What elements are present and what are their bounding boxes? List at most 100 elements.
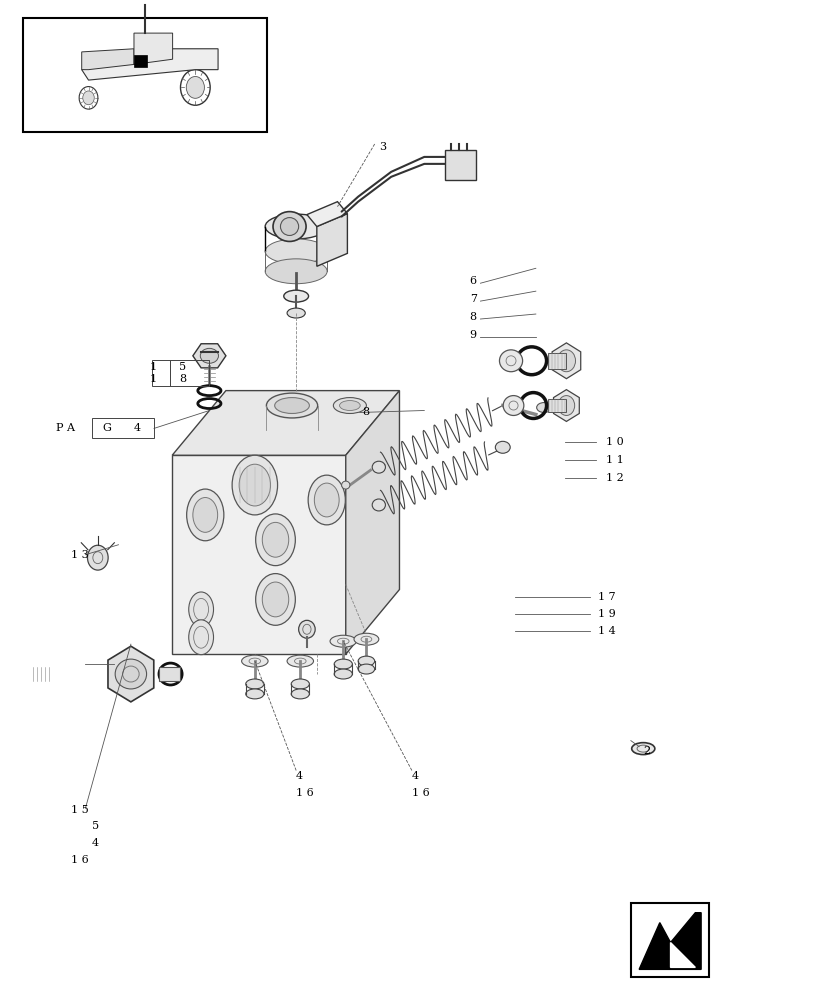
Text: 2: 2 (643, 746, 651, 756)
Text: G: G (102, 423, 111, 433)
Polygon shape (346, 391, 399, 654)
Ellipse shape (273, 212, 306, 241)
Bar (170, 360, 210, 386)
Ellipse shape (314, 483, 339, 517)
Ellipse shape (372, 499, 385, 511)
Ellipse shape (193, 498, 218, 532)
Ellipse shape (334, 669, 353, 679)
Text: P A: P A (57, 423, 76, 433)
Text: 1 5: 1 5 (71, 805, 88, 815)
Text: 1 1: 1 1 (606, 455, 624, 465)
Ellipse shape (354, 633, 379, 645)
Ellipse shape (291, 689, 310, 699)
Text: 4: 4 (296, 771, 304, 781)
Text: 9: 9 (470, 330, 477, 340)
Ellipse shape (232, 455, 278, 515)
Ellipse shape (557, 350, 576, 372)
Ellipse shape (266, 393, 318, 418)
Text: 4: 4 (412, 771, 419, 781)
Polygon shape (671, 943, 696, 967)
Text: 1 6: 1 6 (71, 855, 88, 865)
Polygon shape (317, 214, 348, 266)
Text: 1 6: 1 6 (296, 788, 314, 798)
Polygon shape (172, 455, 346, 654)
Ellipse shape (262, 582, 289, 617)
Ellipse shape (503, 396, 524, 415)
Ellipse shape (265, 259, 327, 284)
Ellipse shape (87, 545, 108, 570)
Bar (159, 667, 180, 681)
Bar (548, 399, 567, 412)
Ellipse shape (287, 308, 305, 318)
Ellipse shape (186, 489, 224, 541)
Ellipse shape (537, 403, 552, 412)
Ellipse shape (245, 689, 264, 699)
Bar (134, 55, 147, 67)
Polygon shape (552, 343, 581, 379)
Ellipse shape (330, 635, 356, 647)
Text: 4: 4 (134, 423, 141, 433)
Text: 1 0: 1 0 (606, 437, 624, 447)
Bar (151, 360, 170, 386)
Text: 8: 8 (470, 312, 477, 322)
Text: 1 9: 1 9 (598, 609, 616, 619)
Ellipse shape (299, 620, 315, 638)
Ellipse shape (291, 679, 310, 689)
Ellipse shape (280, 218, 299, 235)
Text: 8: 8 (180, 374, 186, 384)
Ellipse shape (284, 290, 309, 302)
Bar (631, 903, 710, 977)
Ellipse shape (201, 348, 219, 363)
Text: 8: 8 (362, 407, 369, 417)
Bar (23, 18, 267, 132)
Bar (92, 418, 154, 438)
Polygon shape (639, 913, 701, 969)
Ellipse shape (495, 441, 510, 453)
Ellipse shape (275, 398, 310, 413)
Polygon shape (553, 390, 579, 421)
Ellipse shape (265, 214, 327, 239)
Circle shape (186, 76, 205, 98)
Text: 3: 3 (379, 142, 386, 152)
Ellipse shape (189, 592, 214, 627)
Text: 5: 5 (92, 821, 99, 831)
Ellipse shape (334, 398, 366, 413)
Text: 1 4: 1 4 (598, 626, 616, 636)
Polygon shape (172, 391, 399, 455)
Text: 6: 6 (470, 276, 477, 286)
Ellipse shape (308, 475, 345, 525)
Text: 1 3: 1 3 (71, 550, 88, 560)
Ellipse shape (372, 461, 385, 473)
Ellipse shape (265, 239, 327, 264)
Ellipse shape (499, 350, 522, 372)
Ellipse shape (255, 514, 295, 566)
Ellipse shape (115, 659, 146, 689)
Ellipse shape (239, 464, 270, 506)
Ellipse shape (245, 679, 264, 689)
Text: 1: 1 (150, 374, 156, 384)
Ellipse shape (241, 655, 268, 667)
Text: 1 2: 1 2 (606, 473, 624, 483)
Text: 1: 1 (150, 362, 156, 372)
Text: 7: 7 (470, 294, 477, 304)
Circle shape (181, 70, 210, 105)
Ellipse shape (358, 656, 374, 666)
Ellipse shape (255, 574, 295, 625)
Polygon shape (82, 49, 218, 80)
Text: 1 6: 1 6 (412, 788, 429, 798)
Text: 5: 5 (180, 362, 186, 372)
Circle shape (79, 87, 98, 109)
Polygon shape (108, 646, 154, 702)
Ellipse shape (558, 396, 575, 415)
Text: 1 7: 1 7 (598, 592, 616, 602)
Ellipse shape (262, 522, 289, 557)
Polygon shape (307, 202, 348, 227)
Polygon shape (82, 49, 134, 70)
Ellipse shape (334, 659, 353, 669)
Bar (445, 150, 477, 180)
Polygon shape (193, 344, 226, 368)
Polygon shape (134, 33, 172, 64)
Circle shape (83, 91, 94, 105)
Text: 4: 4 (92, 838, 99, 848)
Ellipse shape (631, 743, 655, 755)
